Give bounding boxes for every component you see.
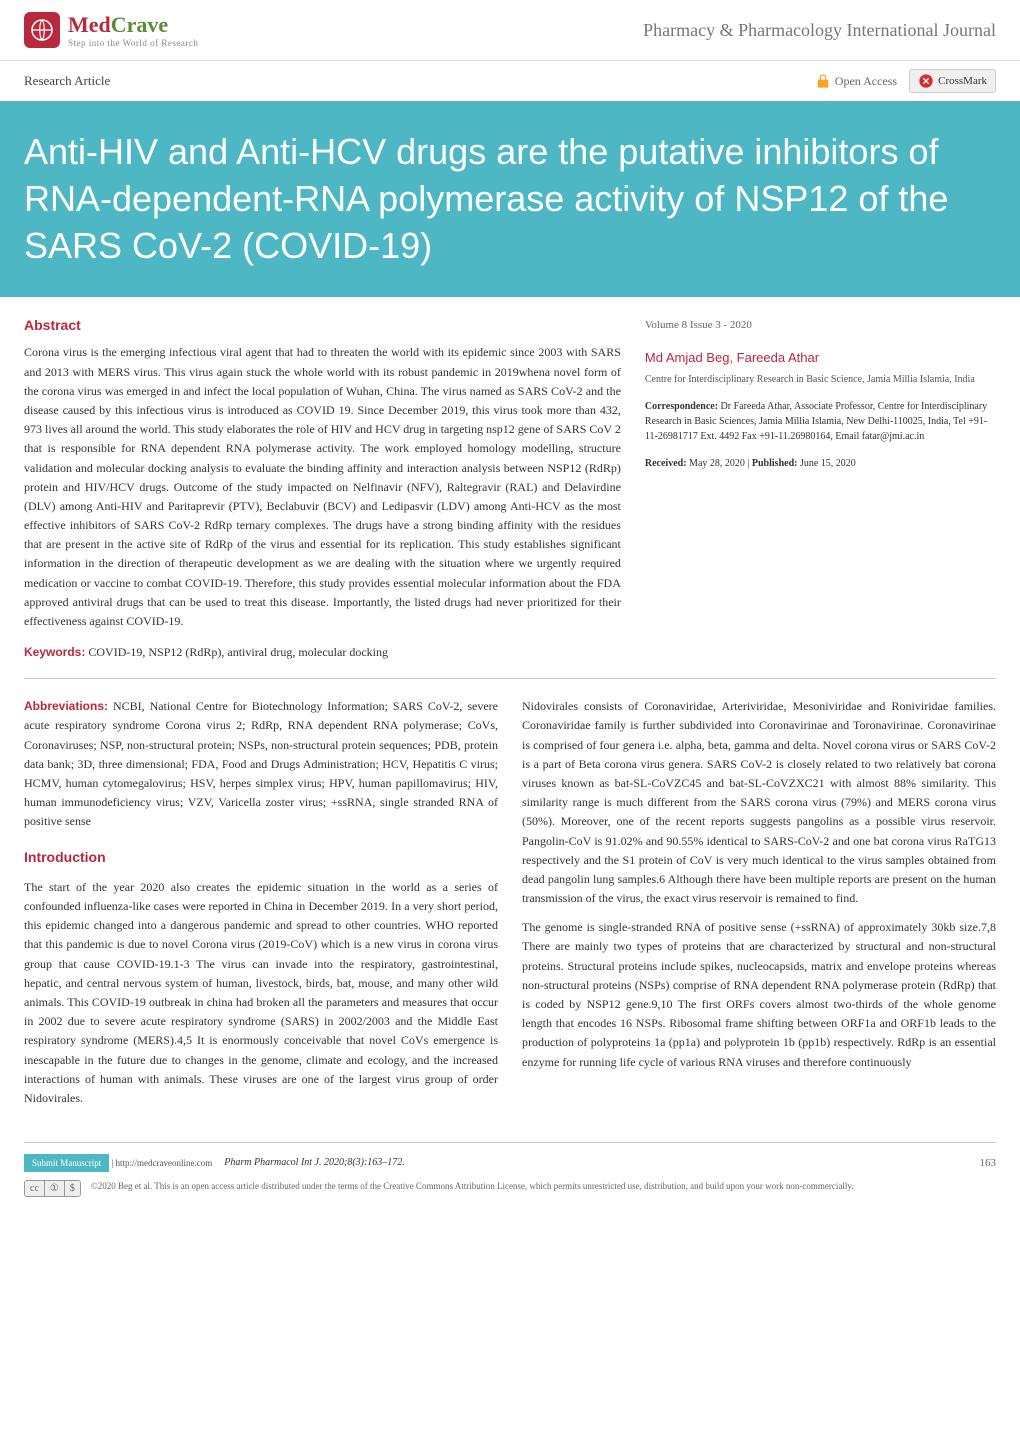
- received-label: Received:: [645, 458, 689, 469]
- keywords-text: COVID-19, NSP12 (RdRp), antiviral drug, …: [85, 645, 388, 659]
- submit-url: | http://medcraveonline.com: [109, 1158, 212, 1168]
- cc-badge: cc ① $: [24, 1180, 81, 1197]
- keywords-line: Keywords: COVID-19, NSP12 (RdRp), antivi…: [24, 645, 621, 660]
- published-text: June 15, 2020: [800, 458, 856, 469]
- abbreviations-text: NCBI, National Centre for Biotechnology …: [24, 699, 498, 828]
- logo-crave: Crave: [111, 12, 168, 37]
- correspondence: Correspondence: Dr Fareeda Athar, Associ…: [645, 399, 996, 444]
- abstract-column: Abstract Corona virus is the emerging in…: [24, 317, 621, 660]
- divider: [24, 678, 996, 679]
- introduction-heading: Introduction: [24, 846, 498, 868]
- correspondence-label: Correspondence:: [645, 401, 721, 412]
- footer-citation-row: Submit Manuscript | http://medcraveonlin…: [24, 1142, 996, 1172]
- cc-cell-1: cc: [25, 1181, 45, 1196]
- logo-tagline: Step into the World of Research: [68, 38, 198, 48]
- logo-area: MedCrave Step into the World of Research: [24, 12, 198, 48]
- logo-wordmark: MedCrave: [68, 12, 198, 38]
- lock-open-icon: [815, 73, 831, 89]
- volume-issue: Volume 8 Issue 3 - 2020: [645, 317, 996, 334]
- intro-p3: The genome is single-stranded RNA of pos…: [522, 918, 996, 1072]
- submit-manuscript-badge[interactable]: Submit Manuscript: [24, 1154, 109, 1172]
- body-right-column: Nidovirales consists of Coronaviridae, A…: [522, 697, 996, 1118]
- authors: Md Amjad Beg, Fareeda Athar: [645, 348, 996, 368]
- license-row: cc ① $ ©2020 Beg et al. This is an open …: [24, 1180, 996, 1197]
- keywords-label: Keywords:: [24, 645, 85, 659]
- header-bar: MedCrave Step into the World of Research…: [0, 0, 1020, 61]
- logo-med: Med: [68, 12, 111, 37]
- abstract-heading: Abstract: [24, 317, 621, 333]
- abstract-text: Corona virus is the emerging infectious …: [24, 343, 621, 631]
- logo-text: MedCrave Step into the World of Research: [68, 12, 198, 48]
- access-badges: Open Access CrossMark: [815, 69, 996, 93]
- title-block: Anti-HIV and Anti-HCV drugs are the puta…: [0, 101, 1020, 297]
- abbreviations-para: Abbreviations: NCBI, National Centre for…: [24, 697, 498, 831]
- affiliation: Centre for Interdisciplinary Research in…: [645, 373, 996, 387]
- crossmark-icon: [918, 73, 934, 89]
- cc-cell-3: $: [65, 1181, 80, 1196]
- sidebar-column: Volume 8 Issue 3 - 2020 Md Amjad Beg, Fa…: [645, 317, 996, 660]
- globe-icon: [30, 18, 54, 42]
- open-access-badge: Open Access: [815, 73, 897, 89]
- submit-block: Submit Manuscript | http://medcraveonlin…: [24, 1153, 212, 1172]
- citation: Pharm Pharmacol Int J. 2020;8(3):163–172…: [224, 1157, 967, 1168]
- open-access-label: Open Access: [835, 74, 897, 89]
- cc-cell-2: ①: [45, 1181, 65, 1196]
- footer: Submit Manuscript | http://medcraveonlin…: [0, 1142, 1020, 1213]
- journal-name: Pharmacy & Pharmacology International Jo…: [643, 20, 996, 41]
- intro-p2: Nidovirales consists of Coronaviridae, A…: [522, 697, 996, 908]
- published-label: Published:: [752, 458, 800, 469]
- article-type: Research Article: [24, 73, 110, 89]
- abbreviations-lead: Abbreviations:: [24, 699, 108, 713]
- body-columns: Abbreviations: NCBI, National Centre for…: [0, 697, 1020, 1118]
- article-title: Anti-HIV and Anti-HCV drugs are the puta…: [24, 129, 996, 269]
- logo-badge-icon: [24, 12, 60, 48]
- crossmark-badge[interactable]: CrossMark: [909, 69, 996, 93]
- page-number: 163: [980, 1157, 997, 1169]
- intro-p1: The start of the year 2020 also creates …: [24, 878, 498, 1108]
- article-meta-row: Research Article Open Access CrossMark: [0, 61, 1020, 101]
- body-left-column: Abbreviations: NCBI, National Centre for…: [24, 697, 498, 1118]
- dates: Received: May 28, 2020 | Published: June…: [645, 456, 996, 471]
- abstract-sidebar-row: Abstract Corona virus is the emerging in…: [0, 297, 1020, 660]
- received-text: May 28, 2020 |: [689, 458, 752, 469]
- crossmark-label: CrossMark: [938, 75, 987, 87]
- license-text: ©2020 Beg et al. This is an open access …: [91, 1180, 996, 1193]
